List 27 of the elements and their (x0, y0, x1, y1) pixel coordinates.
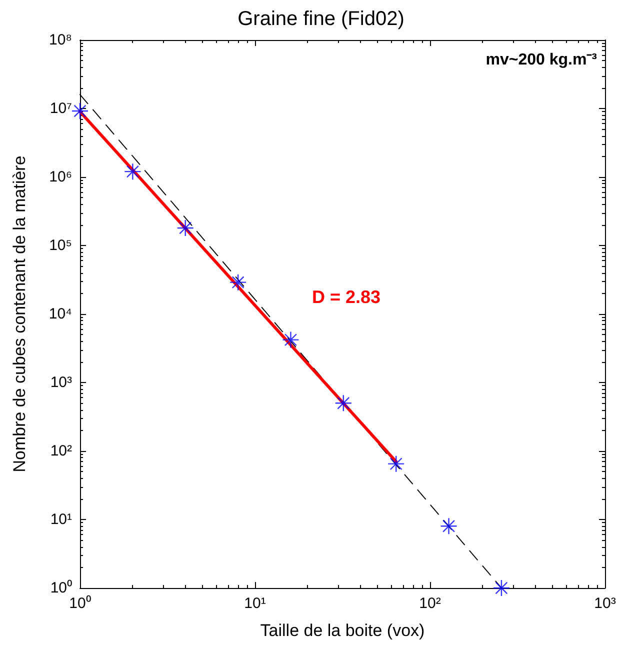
point (282, 331, 300, 348)
y-axis-title: Nombre de cubes contenant de la matière (10, 156, 29, 472)
y-tick-label: 10⁰ (50, 580, 72, 596)
chart-title: Graine fine (Fid02) (238, 8, 404, 30)
point (440, 518, 458, 535)
y-tick-label: 10⁵ (49, 237, 72, 254)
y-tick-label: 10⁶ (49, 168, 72, 186)
point (124, 162, 142, 180)
x-tick-label: 10³ (594, 595, 616, 612)
x-tick-label: 10⁰ (69, 595, 91, 612)
y-tick-label: 10² (50, 442, 72, 460)
y-tick-label: 10¹ (50, 511, 72, 528)
y-tick-label: 10⁴ (48, 306, 72, 322)
y-tick-label: 10⁸ (48, 32, 72, 48)
point (492, 579, 510, 597)
y-tick-label: 10³ (50, 374, 72, 391)
x-tick-label: 10² (419, 595, 441, 612)
point (176, 219, 194, 237)
x-axis-title: Taille de la boite (vox) (260, 621, 425, 640)
point (334, 394, 352, 412)
annotation: D = 2.83 (312, 287, 381, 307)
annotation: mv~200 kg.m⁻³ (486, 52, 597, 68)
y-tick-label: 10⁷ (50, 100, 72, 117)
point (387, 455, 405, 472)
x-tick-label: 10¹ (244, 595, 266, 612)
point (71, 102, 89, 120)
point (229, 274, 247, 291)
